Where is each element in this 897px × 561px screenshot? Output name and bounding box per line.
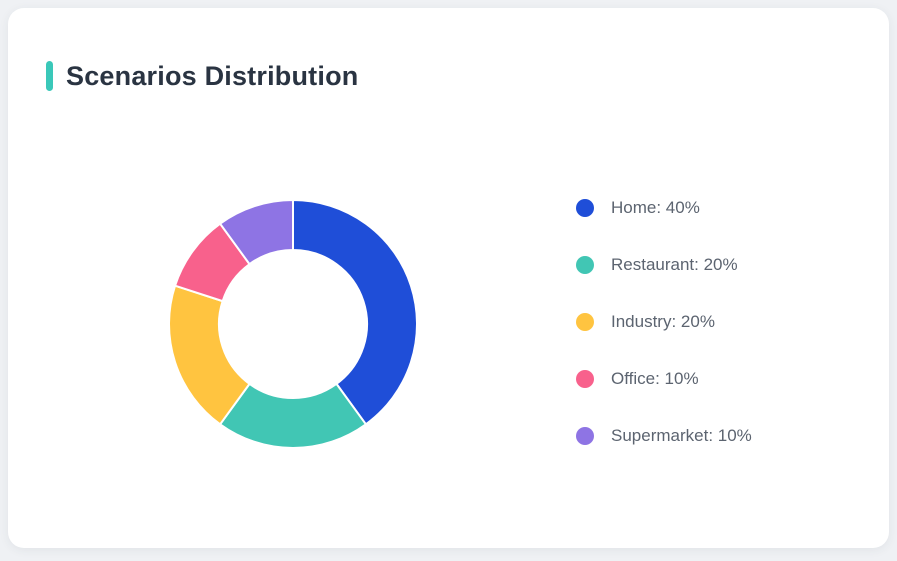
- legend-label: Home: 40%: [611, 198, 700, 217]
- card-header: Scenarios Distribution: [46, 60, 358, 92]
- legend-dot-restaurant: [576, 256, 594, 274]
- donut-segment-supermarket[interactable]: [219, 199, 294, 266]
- donut-segment-home[interactable]: [292, 199, 418, 426]
- title-accent-bar: [46, 61, 53, 91]
- donut-chart[interactable]: [163, 194, 423, 454]
- legend-dot-supermarket: [576, 427, 594, 445]
- legend-item-restaurant[interactable]: Restaurant: 20%: [576, 254, 752, 276]
- legend-item-industry[interactable]: Industry: 20%: [576, 311, 752, 333]
- page-title: Scenarios Distribution: [66, 61, 359, 91]
- legend-label: Restaurant: 20%: [611, 255, 738, 274]
- scenarios-distribution-card: Scenarios Distribution Home: 40% Restaura…: [8, 8, 889, 548]
- legend: Home: 40% Restaurant: 20% Industry: 20% Off…: [576, 197, 752, 482]
- legend-dot-office: [576, 370, 594, 388]
- legend-dot-industry: [576, 313, 594, 331]
- legend-item-supermarket[interactable]: Supermarket: 10%: [576, 425, 752, 447]
- legend-label: Office: 10%: [611, 369, 699, 388]
- legend-item-office[interactable]: Office: 10%: [576, 368, 752, 390]
- legend-label: Industry: 20%: [611, 312, 715, 331]
- legend-item-home[interactable]: Home: 40%: [576, 197, 752, 219]
- legend-label: Supermarket: 10%: [611, 426, 752, 445]
- legend-dot-home: [576, 199, 594, 217]
